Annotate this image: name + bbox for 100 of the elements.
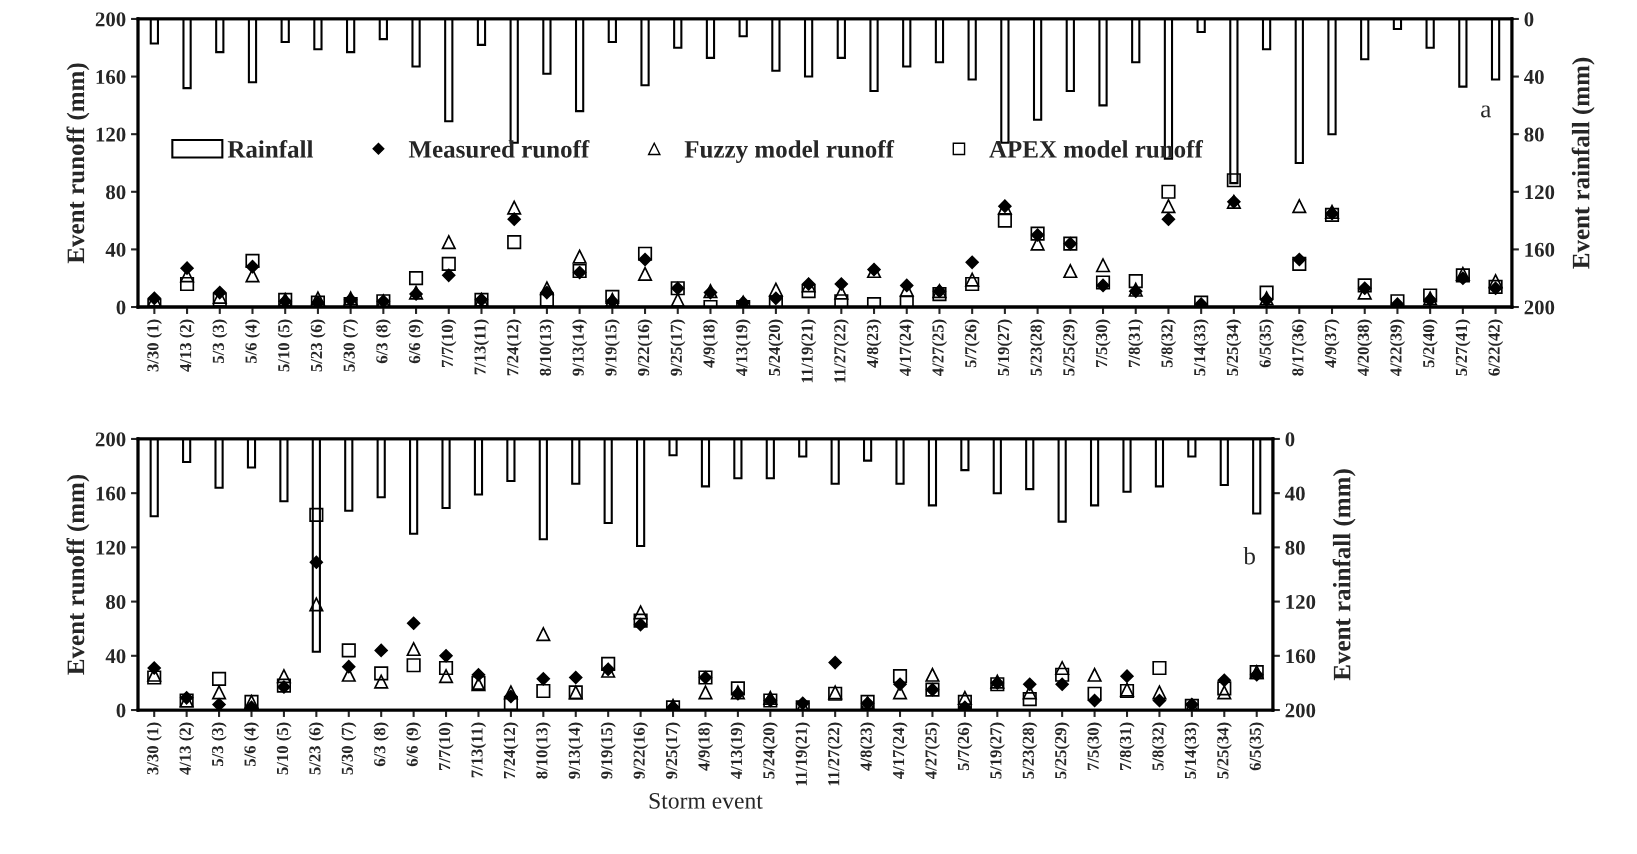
x-tick-label: 5/6 (4): [244, 319, 261, 364]
x-tick-label: 9/13(14): [572, 319, 588, 376]
legend-label: Measured runoff: [408, 139, 590, 158]
y2-tick-label: 200: [1285, 703, 1316, 718]
y-tick-label: 80: [106, 185, 126, 200]
y-tick-label: 0: [116, 300, 126, 315]
x-tick-label: 9/19(15): [600, 722, 616, 779]
x-tick-label: 5/23(28): [1022, 722, 1038, 779]
x-tick-label: 11/19(21): [801, 319, 817, 383]
x-tick-label: 5/23 (6): [308, 722, 324, 775]
x-tick-label: 5/27(41): [1455, 319, 1471, 376]
y2-axis-title: Event rainfall (mm): [1571, 57, 1595, 269]
x-tick-label: 9/13(14): [568, 722, 584, 779]
y2-tick-label: 0: [1524, 12, 1534, 27]
x-tick-label: 9/22(16): [637, 319, 653, 376]
x-tick-label: 5/6 (4): [243, 722, 260, 767]
annotation: a: [1481, 105, 1491, 118]
x-tick-label: 4/13(19): [730, 722, 746, 779]
x-tick-label: 4/9(18): [697, 722, 714, 771]
y-tick-label: 160: [96, 486, 126, 501]
x-tick-label: 5/3 (3): [212, 319, 228, 364]
x-tick-label: 4/8(23): [860, 722, 876, 771]
x-tick-label: 5/25(29): [1062, 319, 1078, 376]
y-tick-label: 120: [96, 127, 126, 142]
legend-label: Fuzzy model runoff: [684, 139, 895, 163]
x-tick-label: 5/23 (6): [310, 319, 326, 372]
x-tick-label: 5/25(34): [1216, 722, 1232, 779]
y-axis-title: Event runoff (mm): [66, 474, 90, 675]
x-tick-label: 7/8(31): [1119, 722, 1135, 770]
x-tick-label: 4/9(37): [1324, 319, 1340, 368]
x-tick-label: 8/10(13): [535, 722, 551, 779]
x-tick-label: 6/3 (8): [375, 319, 391, 364]
x-tick-label: 7/7(10): [438, 722, 454, 770]
x-tick-label: 7/13(11): [473, 319, 490, 375]
y2-tick-label: 0: [1285, 432, 1295, 447]
x-tick-label: 7/5(30): [1095, 319, 1111, 367]
x-tick-label: 11/27(22): [833, 319, 849, 383]
x-tick-label: 4/13 (2): [179, 319, 195, 372]
x-tick-label: 5/2(40): [1422, 319, 1438, 368]
x-tick-label: 4/27(25): [924, 722, 941, 779]
x-tick-label: 9/25(17): [670, 319, 686, 376]
x-tick-label: 7/13(11): [470, 722, 487, 778]
x-tick-label: 11/27(22): [827, 722, 843, 786]
x-axis-title: Storm event: [649, 792, 763, 809]
x-tick-label: 5/24(20): [762, 722, 778, 779]
x-tick-label: 3/30 (1): [146, 722, 162, 775]
x-tick-label: 6/5(35): [1249, 722, 1265, 771]
x-tick-label: 7/24(12): [506, 319, 522, 376]
y2-tick-label: 80: [1524, 127, 1544, 142]
x-tick-label: 5/3 (3): [211, 722, 227, 767]
y-axis-title: Event runoff (mm): [66, 63, 90, 264]
x-tick-label: 7/7(10): [441, 319, 457, 367]
x-tick-label: 5/19(27): [989, 722, 1005, 779]
y2-tick-label: 80: [1285, 540, 1305, 555]
x-tick-label: 4/13 (2): [179, 722, 195, 775]
x-tick-label: 5/30 (7): [343, 319, 359, 372]
y2-tick-label: 160: [1286, 649, 1316, 664]
x-tick-label: 5/23(28): [1030, 319, 1046, 376]
y2-tick-label: 40: [1285, 486, 1305, 501]
x-tick-label: 6/3 (8): [373, 722, 389, 767]
y-tick-label: 40: [105, 242, 126, 257]
x-tick-label: 9/19(15): [604, 319, 620, 376]
x-tick-label: 6/22(42): [1488, 319, 1504, 376]
y2-tick-label: 120: [1286, 594, 1316, 610]
x-tick-label: 4/8(23): [866, 319, 882, 368]
x-tick-label: 11/19(21): [795, 722, 811, 786]
x-tick-label: 6/6 (9): [408, 319, 424, 364]
x-tick-label: 5/10 (5): [277, 319, 293, 372]
y2-axis-title: Event rainfall (mm): [1332, 469, 1356, 681]
y2-tick-label: 160: [1525, 242, 1555, 257]
x-tick-label: 5/30 (7): [341, 722, 357, 775]
x-tick-label: 5/24(20): [768, 319, 784, 376]
x-tick-label: 5/19(27): [997, 319, 1013, 376]
x-tick-label: 4/27(25): [931, 319, 948, 376]
y-tick-label: 120: [96, 540, 126, 555]
x-tick-label: 5/10 (5): [276, 722, 292, 775]
x-tick-label: 4/20(38): [1357, 319, 1373, 376]
legend-label: Rainfall: [227, 139, 314, 158]
x-tick-label: 5/25(34): [1226, 319, 1242, 376]
x-tick-label: 5/14(33): [1193, 319, 1209, 376]
x-tick-label: 5/7(26): [964, 319, 980, 368]
x-tick-label: 4/13(19): [735, 319, 751, 376]
x-tick-label: 3/30 (1): [146, 319, 162, 372]
y2-tick-label: 120: [1525, 185, 1555, 200]
x-tick-label: 8/17(36): [1291, 319, 1307, 376]
x-tick-label: 4/17(24): [899, 319, 915, 376]
x-tick-label: 9/22(16): [633, 722, 649, 779]
x-tick-label: 5/25(29): [1054, 722, 1070, 779]
y-tick-label: 0: [116, 703, 126, 718]
y-tick-label: 80: [106, 594, 126, 610]
x-tick-label: 7/8(31): [1128, 319, 1144, 367]
y-tick-label: 200: [95, 432, 126, 447]
x-tick-label: 7/5(30): [1087, 722, 1103, 770]
x-tick-label: 4/9(18): [702, 319, 719, 368]
x-tick-label: 7/24(12): [503, 722, 519, 779]
y2-tick-label: 40: [1524, 69, 1544, 84]
y-tick-label: 160: [96, 69, 126, 84]
x-tick-label: 9/25(17): [665, 722, 681, 779]
y-tick-label: 200: [95, 12, 126, 27]
y2-tick-label: 200: [1524, 300, 1555, 315]
